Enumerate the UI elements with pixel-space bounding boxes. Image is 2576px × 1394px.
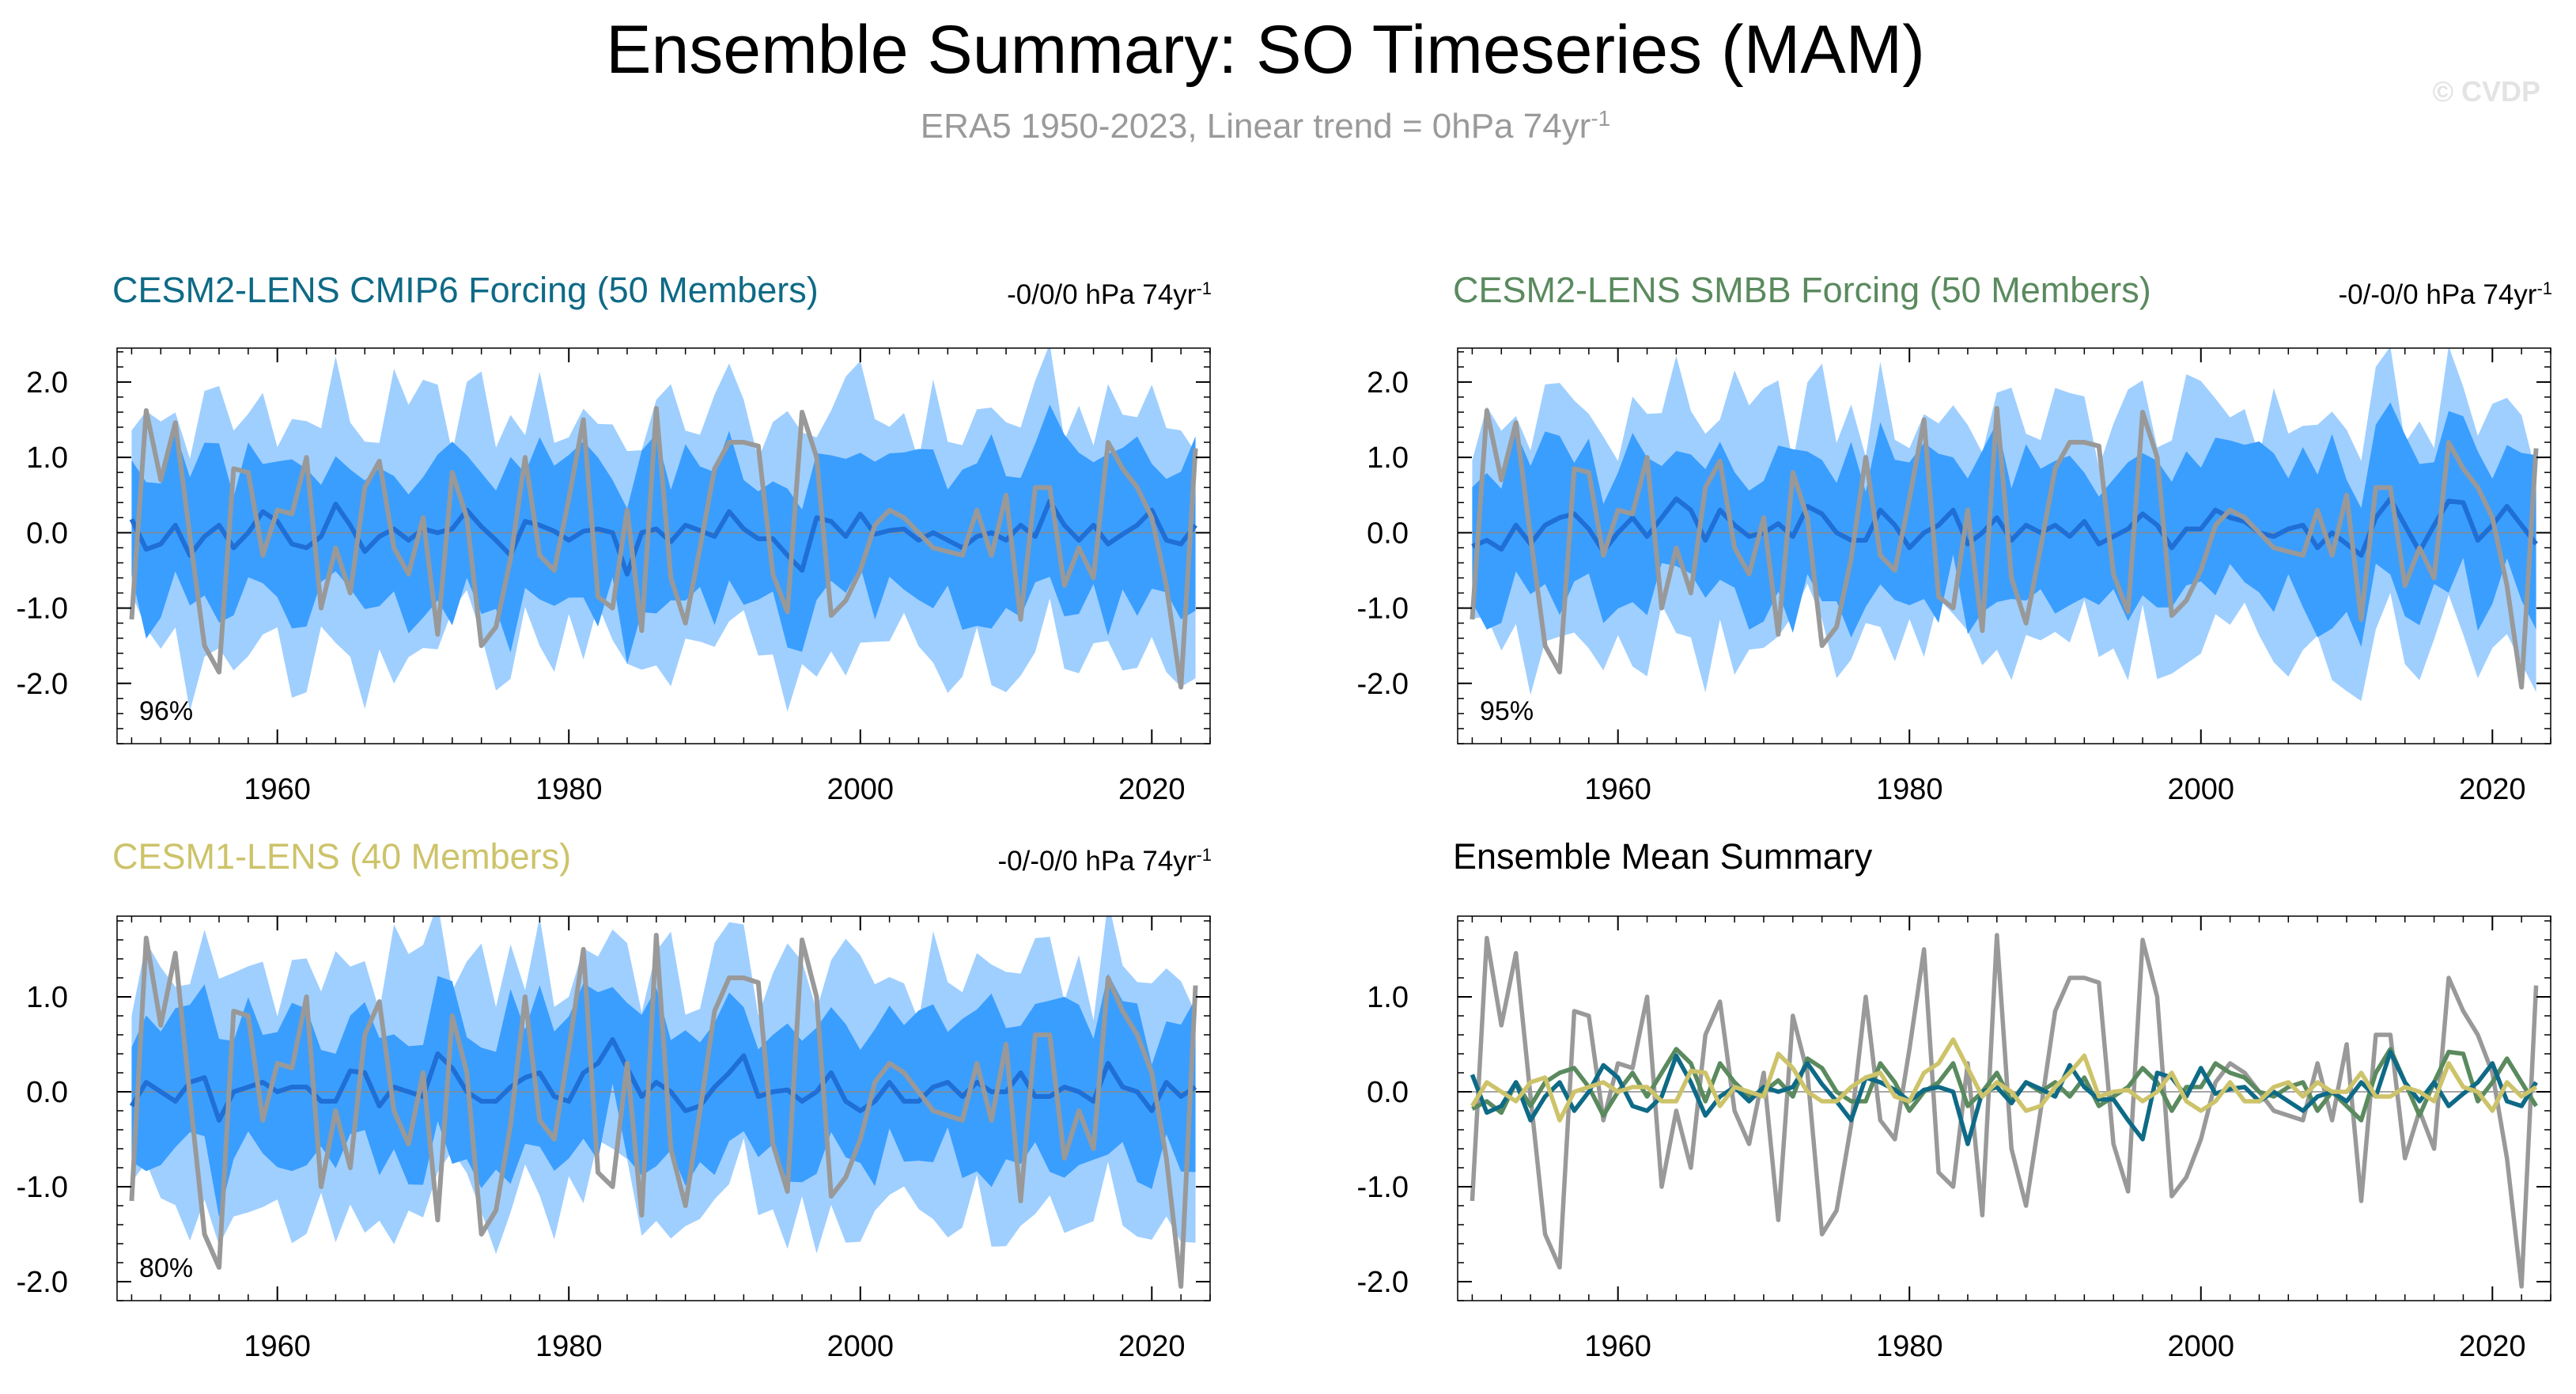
figure-title: Ensemble Summary: SO Timeseries (MAM) <box>606 12 1925 88</box>
y-tick-label: -1.0 <box>17 593 68 626</box>
trend-text: -0/0/0 hPa 74yr-1 <box>1007 278 1212 311</box>
plot-frame <box>116 347 1211 744</box>
plot-frame <box>116 915 1211 1301</box>
percent-label: 96% <box>139 696 193 726</box>
y-tick-label: -2.0 <box>17 1266 68 1299</box>
x-tick-label: 2020 <box>1118 773 1186 806</box>
series-line-cesm2-lens-cmip6 <box>1470 1049 2538 1146</box>
x-tick-label: 2020 <box>2459 1330 2526 1363</box>
series-line-cesm1-lens <box>1470 1037 2538 1123</box>
plot-area <box>117 348 1210 712</box>
y-tick-label: 1.0 <box>26 441 68 475</box>
y-tick-label: -1.0 <box>1357 593 1409 626</box>
series-line-ensemble-mean <box>1471 496 2538 558</box>
y-tick-label: 1.0 <box>26 981 68 1014</box>
panel-title: CESM2-LENS CMIP6 Forcing (50 Members) <box>112 270 819 310</box>
y-tick-label: -2.0 <box>1357 1266 1409 1299</box>
figure-subtitle: ERA5 1950-2023, Linear trend = 0hPa 74yr… <box>921 106 1611 146</box>
trend-text: -0/-0/0 hPa 74yr-1 <box>997 845 1212 877</box>
y-tick-label: 2.0 <box>1367 366 1409 400</box>
y-tick-label: -2.0 <box>1357 668 1409 701</box>
trend-text-main: -0/0/0 hPa 74yr <box>1007 279 1197 310</box>
percent-label: 95% <box>1480 696 1534 726</box>
x-tick-label: 2000 <box>2167 1330 2234 1363</box>
series-line-era5 <box>129 406 1198 690</box>
x-tick-label: 2000 <box>2167 773 2234 806</box>
panel-3: 1960 1980 2000 2020 1.0 0.0 -1.0 -2.0 CESM1-LENS… <box>17 836 1212 1363</box>
x-tick-label: 1980 <box>1876 773 1943 806</box>
trend-text-sup: -1 <box>1196 845 1212 865</box>
panel-title: CESM1-LENS (40 Members) <box>112 836 571 877</box>
panel-title: Ensemble Mean Summary <box>1453 836 1873 877</box>
y-tick-label: 1.0 <box>1367 441 1409 475</box>
panel-title: CESM2-LENS SMBB Forcing (50 Members) <box>1453 270 2151 310</box>
plot-area <box>1458 933 2551 1289</box>
series-line-era5 <box>1470 933 2539 1289</box>
x-tick-label: 1980 <box>1876 1330 1943 1363</box>
y-tick-label: 2.0 <box>26 366 68 400</box>
x-tick-label: 1980 <box>535 1330 603 1363</box>
subtitle-main: ERA5 1950-2023, Linear trend = 0hPa 74yr <box>921 107 1591 146</box>
x-tick-label: 1980 <box>535 773 603 806</box>
y-tick-label: -1.0 <box>17 1171 68 1204</box>
plot-area <box>1458 348 2551 702</box>
plot-frame <box>1457 915 2551 1301</box>
plot-area <box>117 916 1210 1289</box>
panel-1: 1960 1980 2000 2020 2.0 1.0 0.0 -1.0 -2.0 CESM2-L… <box>17 270 1212 806</box>
plot-frame <box>1457 347 2551 744</box>
y-tick-label: 0.0 <box>1367 517 1409 550</box>
x-tick-label: 1960 <box>244 773 311 806</box>
y-tick-label: -2.0 <box>17 668 68 701</box>
x-tick-label: 2000 <box>827 773 894 806</box>
x-tick-label: 1960 <box>1584 773 1651 806</box>
y-tick-label: 0.0 <box>26 1076 68 1109</box>
panel-2: 1960 1980 2000 2020 2.0 1.0 0.0 -1.0 -2.0 CESM2-L… <box>1357 270 2552 806</box>
trend-text: -0/-0/0 hPa 74yr-1 <box>2338 278 2552 311</box>
x-tick-label: 2020 <box>1118 1330 1186 1363</box>
percent-label: 80% <box>139 1253 193 1283</box>
inner-spread-band <box>131 973 1196 1218</box>
y-tick-label: -1.0 <box>1357 1171 1409 1204</box>
series-line-era5 <box>129 933 1198 1289</box>
panel-4: 1960 1980 2000 2020 1.0 0.0 -1.0 -2.0 Ensemble M… <box>1357 836 2551 1363</box>
trend-text-main: -0/-0/0 hPa 74yr <box>997 846 1196 877</box>
x-tick-label: 2020 <box>2459 773 2526 806</box>
series-line-ensemble-mean <box>129 498 1197 577</box>
y-tick-label: 0.0 <box>26 517 68 550</box>
y-tick-label: 1.0 <box>1367 981 1409 1014</box>
trend-text-main: -0/-0/0 hPa 74yr <box>2338 279 2536 310</box>
subtitle-sup: -1 <box>1591 106 1610 131</box>
series-line-era5 <box>1470 406 2539 690</box>
trend-text-sup: -1 <box>1196 278 1212 298</box>
series-line-ensemble-mean <box>129 1037 1197 1123</box>
x-tick-label: 1960 <box>244 1330 311 1363</box>
trend-text-sup: -1 <box>2536 278 2552 298</box>
x-tick-label: 2000 <box>827 1330 894 1363</box>
watermark: © CVDP <box>2432 75 2540 108</box>
x-tick-label: 1960 <box>1584 1330 1651 1363</box>
y-tick-label: 0.0 <box>1367 1076 1409 1109</box>
